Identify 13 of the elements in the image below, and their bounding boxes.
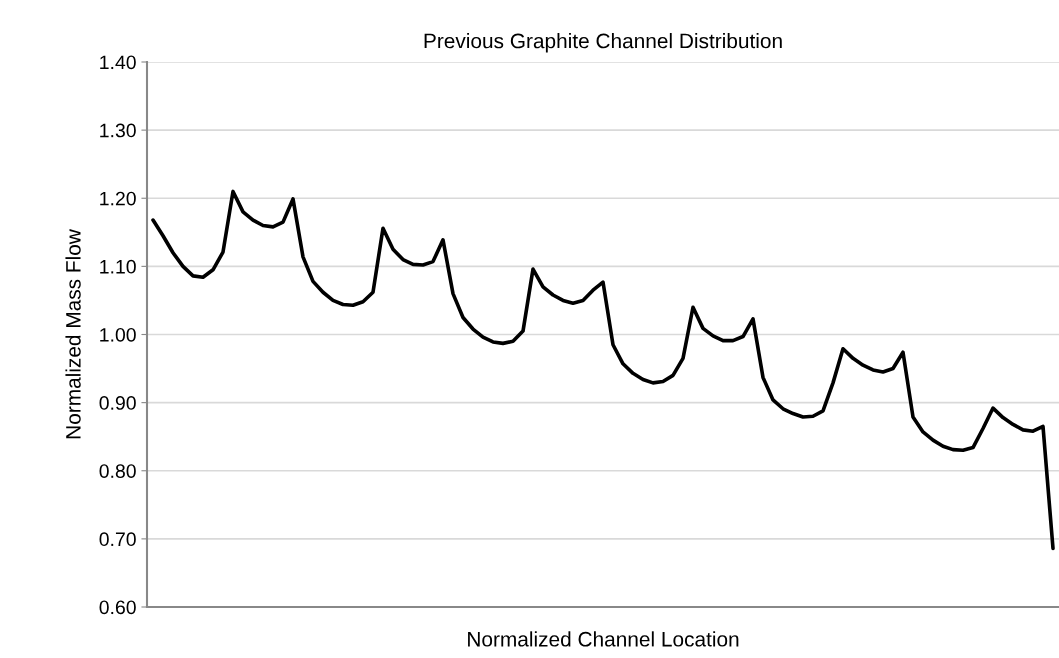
y-tick-label: 0.90 (99, 396, 136, 410)
y-tick-label: 1.20 (100, 191, 136, 206)
y-tick-label: 1.10 (100, 259, 136, 274)
x-axis-title: Normalized Channel Location (468, 631, 739, 647)
line-series (151, 189, 1055, 551)
y-tick-label: 1.40 (100, 55, 136, 70)
y-tick-label: 0.80 (99, 464, 136, 478)
chart-title: Previous Graphite Channel Distribution (424, 33, 782, 53)
y-tick-label: 1.00 (100, 327, 136, 342)
y-tick-label: 0.70 (99, 532, 136, 547)
y-tick-label: 1.30 (100, 123, 136, 138)
y-axis-title: Normalized Mass Flow (65, 229, 81, 439)
y-tick-label: 0.60 (99, 600, 136, 615)
